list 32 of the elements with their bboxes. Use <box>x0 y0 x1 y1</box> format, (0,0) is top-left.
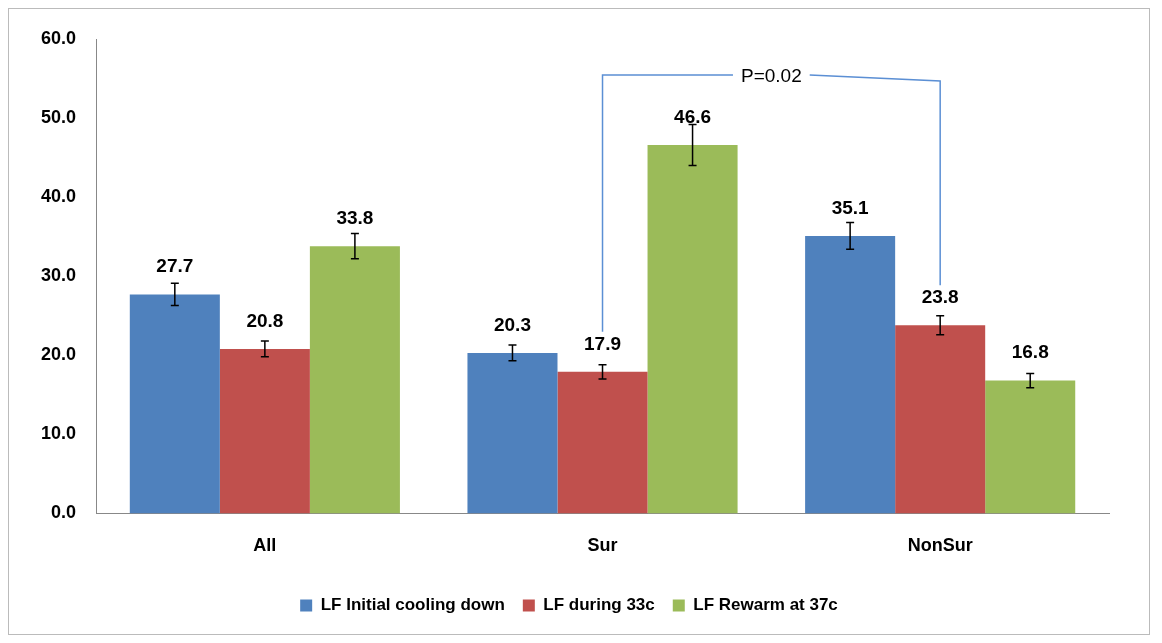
bar <box>985 380 1076 514</box>
data-label: 20.8 <box>246 309 284 331</box>
data-label: 46.6 <box>674 105 712 127</box>
legend-label: LF Initial cooling down <box>320 595 505 615</box>
x-tick-label: NonSur <box>907 535 973 556</box>
data-label: 33.8 <box>336 206 374 228</box>
y-tick-label: 40.0 <box>40 186 77 207</box>
y-tick-label: 60.0 <box>40 27 77 48</box>
data-label: 23.8 <box>921 285 959 307</box>
legend-label: LF during 33c <box>543 595 655 615</box>
x-tick-label: All <box>253 535 277 556</box>
data-label: 27.7 <box>156 255 194 277</box>
bar <box>309 246 400 514</box>
legend-label: LF Rewarm at 37c <box>693 595 838 615</box>
bar <box>557 371 648 514</box>
bar <box>129 294 220 514</box>
x-tick-label: Sur <box>587 535 618 556</box>
bar <box>805 235 896 514</box>
data-label: 20.3 <box>493 313 531 335</box>
annotation: P=0.02 <box>740 65 802 87</box>
data-label: 16.8 <box>1011 341 1049 363</box>
data-label: 35.1 <box>831 196 870 218</box>
bar <box>895 325 986 514</box>
data-label: 17.9 <box>584 332 622 354</box>
y-tick-label: 30.0 <box>40 265 77 286</box>
y-tick-label: 10.0 <box>40 423 77 444</box>
y-tick-label: 20.0 <box>40 344 77 365</box>
bar <box>467 352 558 514</box>
bar <box>219 348 310 514</box>
bar <box>647 144 738 514</box>
y-tick-label: 0.0 <box>51 502 77 523</box>
y-tick-label: 50.0 <box>40 107 77 128</box>
